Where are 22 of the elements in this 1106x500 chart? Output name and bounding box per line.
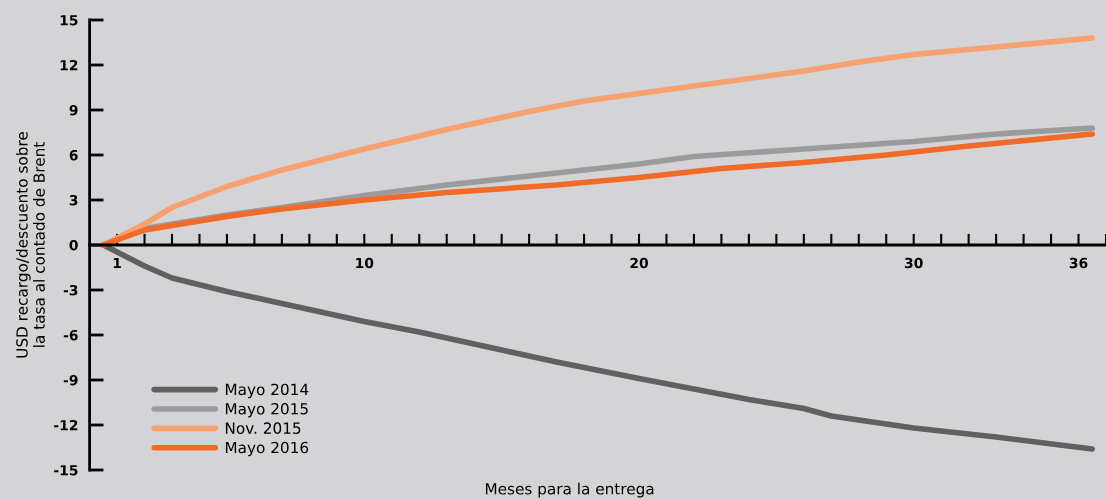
x-tick-label: 1: [113, 257, 121, 269]
x-axis-title: Meses para la entrega: [485, 482, 654, 498]
x-tick-label: 36: [1069, 257, 1088, 269]
legend-label: Mayo 2015: [225, 402, 308, 418]
y-tick-label: -6: [63, 329, 78, 341]
y-tick-label: 15: [60, 15, 78, 26]
y-tick-label: 0: [69, 239, 78, 251]
x-tick-label: 30: [904, 257, 923, 269]
x-tick-label: 10: [356, 257, 374, 269]
legend-label: Nov. 2015: [225, 422, 301, 434]
y-tick-label: 6: [69, 149, 78, 161]
y-tick-label: 12: [60, 59, 78, 71]
y-tick-label: 9: [69, 104, 78, 116]
y-tick-label: -9: [63, 374, 78, 386]
y-axis-title: USD recargo/descuento sobre la tasa al contado de Brent: [15, 132, 45, 358]
y-tick-label: -12: [54, 419, 78, 431]
x-tick-label: 20: [630, 257, 648, 269]
y-tick-label: 3: [69, 194, 78, 206]
legend-label: Mayo 2014: [225, 383, 309, 399]
y-tick-label: -3: [63, 284, 78, 296]
legend-label: Mayo 2016: [225, 441, 309, 457]
y-tick-label: -15: [54, 465, 78, 476]
